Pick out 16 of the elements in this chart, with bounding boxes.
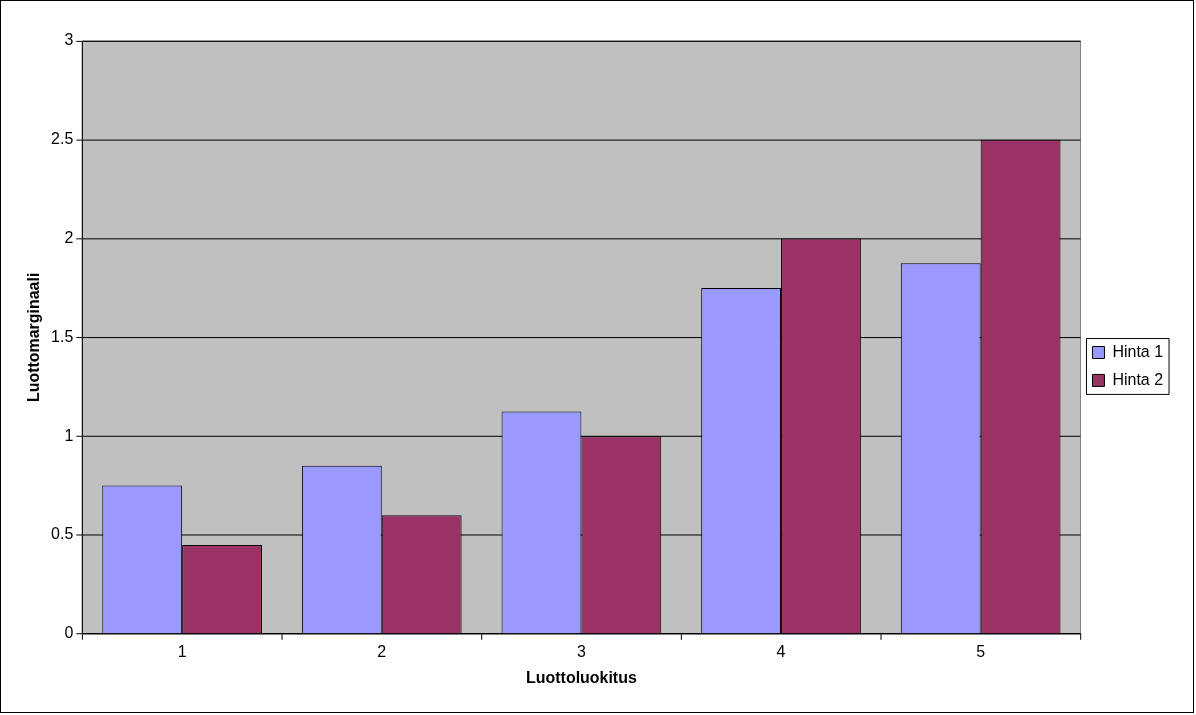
x-tick-label: 1: [177, 642, 187, 660]
y-tick-label: 3: [64, 31, 74, 49]
y-tick-label: 2.5: [51, 130, 74, 148]
x-tick-label: 2: [377, 642, 387, 660]
x-axis-title: Luottoluokitus: [525, 668, 637, 686]
y-tick-label: 0.5: [51, 525, 74, 543]
y-tick-label: 1.5: [51, 327, 74, 345]
legend-label: Hinta 1: [1112, 342, 1164, 360]
y-tick-label: 2: [64, 228, 74, 246]
x-tick-label: 3: [576, 642, 586, 660]
y-tick-label: 0: [64, 624, 74, 642]
y-tick-label: 1: [64, 426, 74, 444]
x-tick-label: 5: [976, 642, 986, 660]
legend-label: Hinta 2: [1112, 370, 1164, 388]
y-axis-title: Luottomarginaali: [24, 272, 42, 403]
x-tick-label: 4: [776, 642, 786, 660]
